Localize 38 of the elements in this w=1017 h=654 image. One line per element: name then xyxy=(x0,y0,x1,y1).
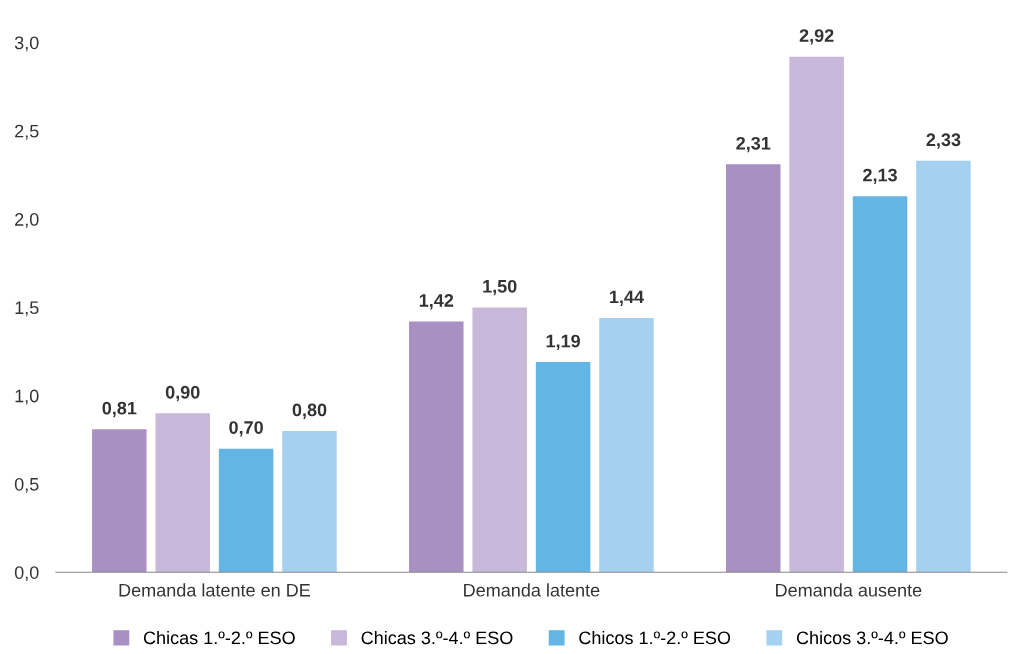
data-label: 0,90 xyxy=(165,385,200,402)
data-label: 0,70 xyxy=(229,421,263,437)
bar xyxy=(535,362,591,573)
data-label: 1,50 xyxy=(483,279,517,296)
y-tick-label: 0,0 xyxy=(14,566,39,582)
y-tick-label: 1,0 xyxy=(15,389,39,405)
data-label: 2,13 xyxy=(863,168,897,185)
y-tick-label: 3,0 xyxy=(14,36,39,52)
bar xyxy=(409,321,464,573)
data-label: 1,44 xyxy=(610,290,644,306)
data-label: 0,80 xyxy=(292,403,327,419)
bar xyxy=(155,413,210,573)
y-tick-label: 0,5 xyxy=(14,477,39,493)
data-label: 1,42 xyxy=(419,294,454,310)
data-label: 2,33 xyxy=(926,133,961,149)
y-tick-label: 2,0 xyxy=(15,213,39,228)
x-tick-label: Demanda latente en DE xyxy=(119,583,311,597)
x-tick-label: Demanda ausente xyxy=(776,583,922,597)
legend-label: Chicos 1.º-2.º ESO xyxy=(579,630,731,645)
data-label: 2,31 xyxy=(736,136,771,153)
y-tick-label: 2,5 xyxy=(15,124,39,140)
bar xyxy=(92,429,147,573)
bar xyxy=(282,430,337,573)
legend-label: Chicas 1.º-2.º ESO xyxy=(143,630,295,645)
bar xyxy=(472,307,527,573)
bar xyxy=(852,196,908,573)
x-tick-label: Demanda latente xyxy=(464,583,600,597)
bar xyxy=(916,160,971,573)
data-label: 1,19 xyxy=(546,334,580,351)
bar xyxy=(726,164,781,573)
y-tick-label: 1,5 xyxy=(15,301,39,317)
bar xyxy=(599,317,654,573)
bar xyxy=(789,56,844,573)
legend-label: Chicos 3.º-4.º ESO xyxy=(796,630,948,645)
legend-label: Chicas 3.º-4.º ESO xyxy=(361,630,513,645)
bar xyxy=(218,448,274,573)
data-label: 2,92 xyxy=(799,29,834,45)
data-label: 0,81 xyxy=(102,401,137,418)
